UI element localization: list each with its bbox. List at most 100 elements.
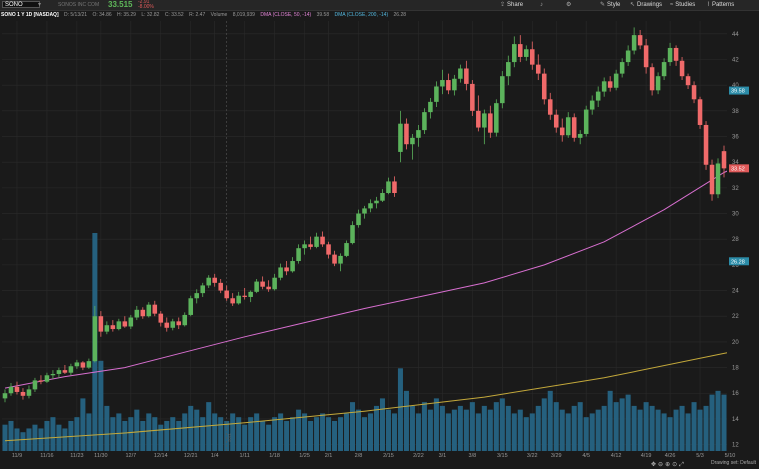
candle-body — [571, 117, 577, 138]
volume-bar — [511, 413, 517, 451]
volume-bar — [685, 413, 691, 451]
candle-body — [553, 114, 559, 128]
drawing-set-label[interactable]: Drawing set: Default — [710, 460, 756, 466]
y-tick-label: 28 — [732, 237, 739, 243]
candle — [559, 118, 565, 142]
candle — [488, 105, 493, 138]
y-axis: 12 14 16 18 20 22 24 26 28 30 32 34 36 38 40 42 44 — [727, 15, 759, 457]
reset-zoom-icon[interactable]: ⊙ — [672, 462, 680, 468]
volume-bar — [236, 417, 242, 451]
volume-bar — [571, 405, 577, 451]
candle — [110, 320, 116, 332]
dma200-line — [4, 346, 759, 442]
candle-body — [176, 321, 182, 326]
candle — [428, 98, 433, 119]
volume-bar — [8, 420, 14, 451]
candle-body — [8, 386, 14, 394]
volume-bar — [56, 424, 62, 451]
x-tick-label: 3/1 — [439, 453, 447, 459]
volume-bar — [206, 402, 212, 451]
candle-body — [512, 44, 517, 63]
candle-body — [368, 203, 373, 209]
candle-body — [170, 321, 176, 328]
candle — [332, 250, 337, 267]
candle — [631, 27, 637, 55]
volume-bar — [469, 402, 475, 451]
chevron-down-icon[interactable]: ▾ — [38, 2, 42, 8]
candle-body — [643, 45, 649, 68]
x-tick-label: 2/15 — [383, 453, 394, 459]
patterns-button[interactable]: ⌇ Patterns — [707, 2, 735, 8]
candle — [2, 389, 8, 403]
volume-bar — [308, 420, 314, 451]
volume-bar — [613, 402, 619, 451]
candle-body — [655, 76, 661, 91]
candle — [685, 73, 691, 90]
volume-bar — [373, 405, 379, 451]
candle-body — [392, 181, 397, 193]
drawings-button[interactable]: ↖ Drawings — [630, 2, 663, 8]
volume-bar — [361, 417, 368, 451]
volume-bar — [427, 409, 433, 451]
studies-button[interactable]: ≈ Studies — [670, 2, 696, 8]
volume-bar — [350, 402, 356, 451]
y-tick-label: 18 — [732, 366, 739, 372]
volume-bar — [385, 409, 391, 451]
dma200-badge-label: 26.28 — [731, 259, 745, 265]
pan-icon[interactable]: ✥ — [651, 462, 659, 468]
candle-body — [619, 62, 625, 74]
volume-bar — [697, 409, 703, 451]
y-tick-label: 44 — [732, 32, 739, 38]
settings-button[interactable]: ⚙ — [566, 1, 573, 9]
share-button[interactable]: ⇪ Share — [500, 2, 524, 8]
volume-bar — [146, 413, 152, 451]
x-tick-label: 3/15 — [497, 453, 508, 459]
dma200-label: DMA (CLOSE, 200, -14) — [334, 12, 389, 18]
volume-bar — [182, 413, 188, 451]
volume-bar — [128, 417, 134, 451]
volume-bar — [463, 409, 469, 451]
candle — [182, 312, 188, 327]
info-date: D: 5/13/21 — [64, 12, 88, 18]
zoom-out-icon[interactable]: ⊖ — [658, 462, 666, 468]
candle-body — [248, 291, 253, 297]
volume-bar — [397, 368, 403, 451]
candle — [613, 69, 619, 91]
zoom-in-icon[interactable]: ⊕ — [665, 462, 673, 468]
candle — [697, 96, 703, 129]
x-tick-label: 11/9 — [12, 453, 22, 459]
volume-bar — [242, 424, 248, 451]
candle — [416, 124, 421, 147]
candle-body — [68, 366, 74, 373]
candle-body — [667, 47, 673, 63]
volume-bar — [703, 405, 709, 451]
candle-body — [613, 73, 619, 88]
volume-bar — [379, 398, 385, 451]
candle-body — [164, 322, 170, 328]
candle-body — [428, 101, 433, 113]
candle-body — [230, 298, 235, 304]
candle — [176, 317, 182, 330]
candle — [583, 105, 589, 137]
symbol-input[interactable]: SONO — [2, 1, 40, 8]
volume-bar — [673, 409, 679, 451]
candle-body — [386, 181, 391, 193]
candle-body — [218, 282, 223, 291]
candle — [98, 311, 104, 337]
style-button[interactable]: ✎ Style — [600, 2, 621, 8]
x-tick-label: 11/30 — [94, 453, 107, 459]
candle-body — [535, 64, 541, 74]
candle — [230, 293, 235, 306]
volume-bar — [487, 409, 493, 451]
candle — [494, 99, 499, 137]
volume-bar — [535, 405, 541, 451]
chart-title: SONO 1 Y 1D [NASDAQ] — [1, 12, 59, 18]
volume-bar — [355, 409, 362, 451]
volume-bar — [649, 405, 655, 451]
volume-bar — [391, 413, 397, 451]
candle-body — [74, 362, 80, 367]
fit-icon[interactable]: ⤢ — [679, 462, 686, 468]
candle-body — [673, 47, 679, 61]
alert-button[interactable]: ♪ — [540, 1, 545, 9]
